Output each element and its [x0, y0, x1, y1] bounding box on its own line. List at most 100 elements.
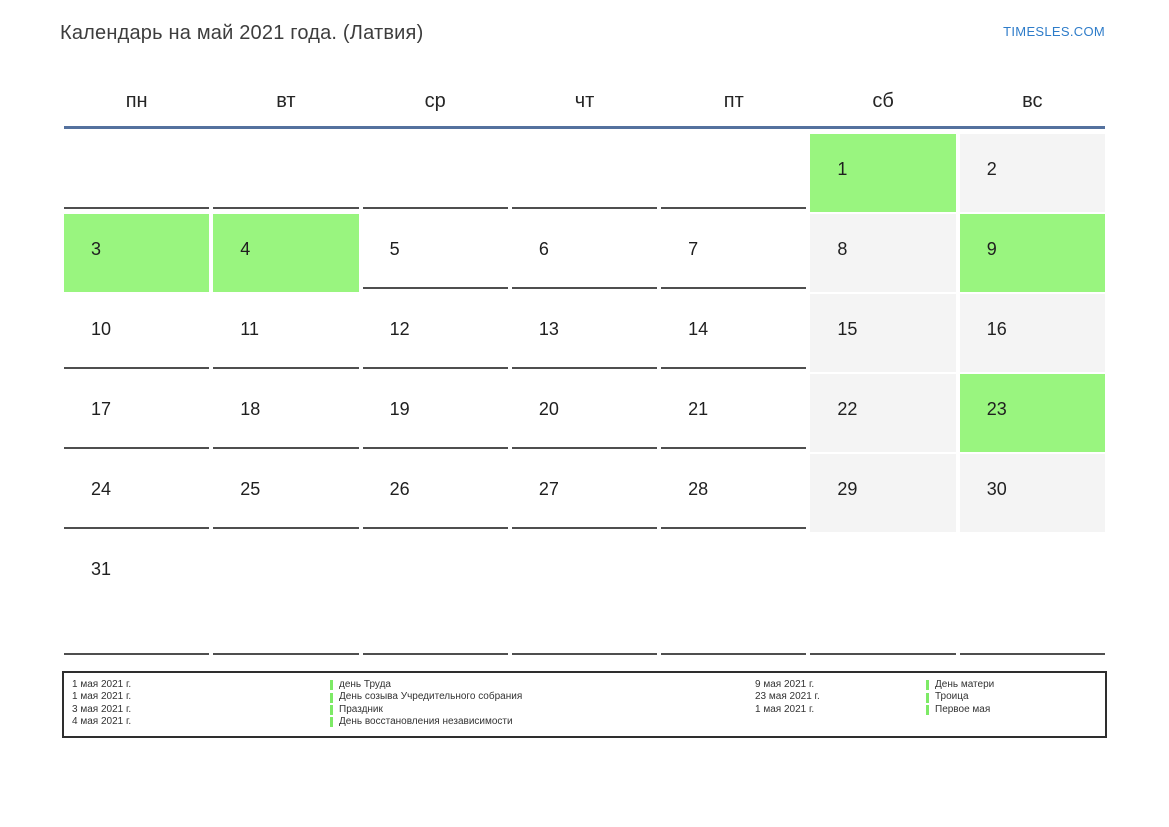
day-number: 14 — [688, 319, 709, 339]
day-cell-15: 15 — [810, 294, 956, 372]
calendar-week-row-4: 17 18 19 20 21 22 23 — [64, 374, 1106, 452]
legend-holiday-name: День созыва Учредительного собрания — [339, 691, 523, 703]
day-cell-2: 2 — [959, 134, 1106, 212]
calendar-week-row-2: 3 4 5 6 7 8 9 — [64, 214, 1106, 292]
legend-item: Первое мая — [926, 704, 1105, 716]
day-number: 4 — [240, 239, 251, 259]
legend-item: Праздник — [330, 704, 755, 716]
legend-date: 4 мая 2021 г. — [72, 716, 132, 728]
day-cell-9: 9 — [959, 214, 1106, 292]
day-cell-27: 27 — [511, 454, 658, 529]
day-cell-25: 25 — [213, 454, 359, 529]
weekday-header-1: пн — [125, 90, 148, 112]
legend-holiday-name: День восстановления независимости — [339, 716, 513, 728]
day-number: 1 — [837, 159, 848, 179]
legend-date: 9 мая 2021 г. — [755, 679, 815, 690]
empty-day-cell — [511, 134, 658, 209]
day-number: 13 — [538, 319, 559, 339]
day-cell-7: 7 — [661, 214, 807, 289]
day-number: 15 — [837, 319, 858, 339]
weekday-header-3: ср — [424, 90, 446, 112]
day-cell-8: 8 — [810, 214, 956, 292]
legend-holiday-name: Праздник — [339, 703, 383, 715]
day-number: 10 — [91, 319, 112, 339]
day-cell-1: 1 — [810, 134, 956, 212]
holiday-marker-icon — [330, 692, 333, 703]
calendar-page: Календарь на май 2021 года. (Латвия) TIM… — [60, 20, 1107, 738]
empty-day-cell — [213, 134, 359, 209]
weekday-header-row: пн вт ср чт пт сб вс — [64, 52, 1105, 129]
empty-day-cell — [362, 534, 508, 655]
day-number: 11 — [240, 319, 259, 339]
holiday-marker-icon — [330, 717, 333, 728]
day-number: 2 — [986, 159, 997, 179]
day-cell-19: 19 — [362, 374, 508, 449]
day-number: 28 — [688, 479, 709, 499]
day-number: 8 — [837, 239, 848, 259]
day-number: 26 — [389, 479, 410, 499]
day-number: 25 — [240, 479, 261, 499]
day-number: 9 — [986, 239, 997, 259]
day-number: 18 — [240, 399, 261, 419]
legend-left-column: 1 мая 2021 г. день Труда 1 мая 2021 г. День… — [72, 679, 755, 729]
day-number: 30 — [986, 479, 1007, 499]
legend-item: День восстановления независимости — [330, 716, 755, 728]
empty-day-cell — [362, 134, 508, 209]
weekday-header-4: чт — [574, 90, 595, 112]
day-number: 7 — [688, 239, 699, 259]
day-cell-4: 4 — [213, 214, 359, 292]
day-number: 16 — [986, 319, 1007, 339]
month-calendar: пн вт ср чт пт сб вс 1 2 3 4 5 6 7 8 9 10 11 12 13 14 15 16 17… — [64, 52, 1106, 655]
day-cell-5: 5 — [362, 214, 508, 289]
legend-date: 23 мая 2021 г. — [755, 691, 820, 703]
day-number: 23 — [986, 399, 1007, 419]
day-cell-18: 18 — [213, 374, 359, 449]
legend-holiday-name: день Труда — [339, 679, 391, 690]
day-cell-22: 22 — [810, 374, 956, 452]
day-cell-30: 30 — [959, 454, 1106, 532]
day-cell-21: 21 — [661, 374, 807, 449]
day-cell-11: 11 — [213, 294, 359, 369]
day-number: 22 — [837, 399, 858, 419]
calendar-week-row-6: 31 — [64, 534, 1105, 655]
holiday-marker-icon — [926, 680, 929, 691]
day-cell-12: 12 — [362, 294, 508, 369]
day-cell-23: 23 — [959, 374, 1106, 452]
empty-day-cell — [661, 134, 807, 209]
legend-holiday-name: День матери — [935, 679, 995, 690]
legend-right-column: 9 мая 2021 г. День матери 23 мая 2021 г. Тр… — [755, 679, 1105, 729]
empty-day-cell — [810, 534, 956, 655]
day-cell-24: 24 — [64, 454, 210, 529]
day-cell-14: 14 — [661, 294, 807, 369]
weekday-header-5: пт — [723, 90, 744, 112]
day-cell-6: 6 — [511, 214, 658, 289]
page-title: Календарь на май 2021 года. (Латвия) — [60, 22, 424, 44]
brand-link[interactable]: TIMESLES.COM — [1003, 24, 1105, 39]
day-cell-29: 29 — [810, 454, 956, 532]
legend-item: День созыва Учредительного собрания — [330, 691, 755, 703]
day-number: 31 — [91, 559, 112, 579]
calendar-week-row-3: 10 11 12 13 14 15 16 — [64, 294, 1106, 372]
holiday-marker-icon — [330, 680, 333, 691]
legend-item: День матери — [926, 679, 1105, 691]
empty-day-cell — [959, 534, 1105, 655]
empty-day-cell — [213, 534, 359, 655]
top-bar: Календарь на май 2021 года. (Латвия) TIM… — [60, 20, 1105, 52]
legend-date: 3 мая 2021 г. — [72, 703, 132, 715]
calendar-week-row-5: 24 25 26 27 28 29 30 — [64, 454, 1106, 532]
day-cell-16: 16 — [959, 294, 1106, 372]
legend-date: 1 мая 2021 г. — [755, 703, 815, 715]
legend-date: 1 мая 2021 г. — [72, 691, 132, 703]
day-number: 17 — [91, 399, 112, 419]
day-number: 21 — [688, 399, 709, 419]
empty-day-cell — [511, 534, 658, 655]
calendar-grid: 1 2 3 4 5 6 7 8 9 10 11 12 13 14 15 16 17 18 19 20 21 22 23 24 2… — [64, 134, 1106, 655]
weekday-header-2: вт — [276, 90, 296, 112]
weekday-header-7: вс — [1022, 90, 1043, 112]
empty-day-cell — [661, 534, 807, 655]
day-number: 5 — [389, 239, 400, 259]
legend-item: день Труда — [330, 679, 755, 691]
day-number: 6 — [538, 239, 549, 259]
day-number: 27 — [538, 479, 559, 499]
